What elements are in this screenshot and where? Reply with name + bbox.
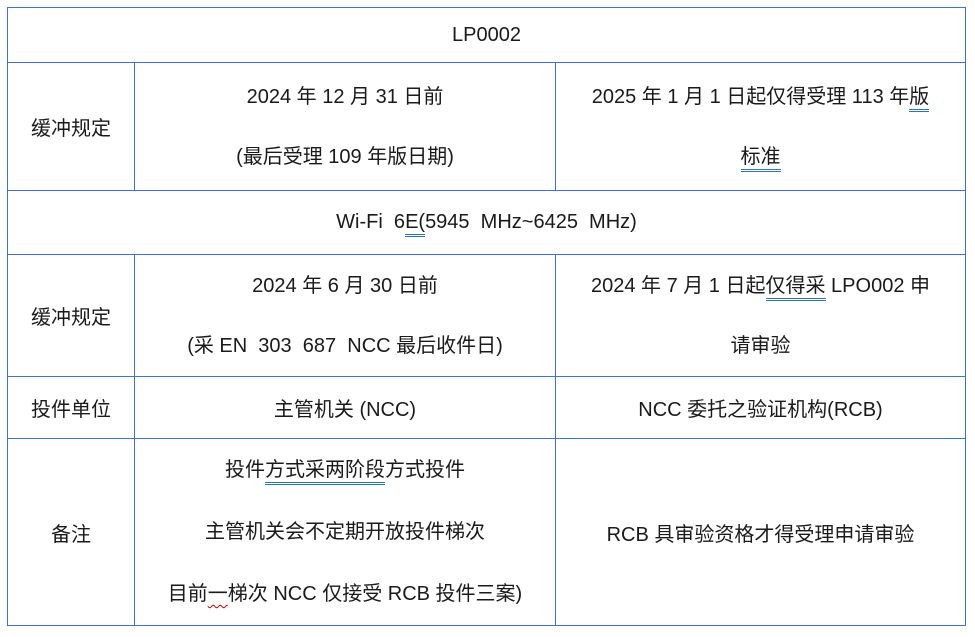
row-label-cell: 缓冲规定 <box>8 255 135 376</box>
spelling-marked-text: 一 <box>207 583 228 605</box>
table-row-buffer-109: 缓冲规定 2024 年 12 月 31 日前 (最后受理 109 年版日期) 2… <box>8 63 965 191</box>
row-label-cell: 缓冲规定 <box>8 63 135 190</box>
buffer-109-after-cell: 2025 年 1 月 1 日起仅得受理 113 年版 标准 <box>556 63 965 190</box>
wifi-title-suffix: 5945 MHz~6425 MHz) <box>425 211 637 233</box>
after-rule-line1: 2024 年 7 月 1 日起仅得采 LPO002 申 <box>591 256 930 316</box>
submission-unit-label: 投件单位 <box>31 399 111 421</box>
submission-unit-ncc-cell: 主管机关 (NCC) <box>135 377 556 438</box>
after-rule-text: 2025 年 1 月 1 日起仅得受理 113 年 <box>591 85 910 108</box>
remarks-line3: 目前一梯次 NCC 仅接受 RCB 投件三案) <box>168 563 522 625</box>
buffer-rule-label: 缓冲规定 <box>31 118 111 140</box>
deadline-note-text: (最后受理 109 年版日期) <box>236 145 454 168</box>
standard-code-title: LP0002 <box>452 23 521 46</box>
grammar-marked-text: 仅得采 <box>765 274 826 301</box>
deadline-note-text: (采 EN 303 687 NCC 最后收件日) <box>187 334 503 357</box>
table-row-wifi-header: Wi-Fi 6E(5945 MHz~6425 MHz) <box>8 191 965 255</box>
buffer-rule-label: 缓冲规定 <box>31 307 111 329</box>
deadline-date-text: 2024 年 6 月 30 日前 <box>252 274 438 297</box>
grammar-marked-text: 方式采两阶段 <box>265 459 385 485</box>
remarks-line1: 投件方式采两阶段方式投件 <box>225 439 465 501</box>
ncc-authority-text: 主管机关 (NCC) <box>273 399 417 421</box>
after-rule-line1: 2025 年 1 月 1 日起仅得受理 113 年版 <box>592 67 930 127</box>
table-row-title: LP0002 <box>8 8 965 63</box>
remarks-left-cell: 投件方式采两阶段方式投件 主管机关会不定期开放投件梯次 目前一梯次 NCC 仅接… <box>135 439 556 625</box>
remarks-line1-head: 投件 <box>225 459 265 481</box>
rcb-body-text: NCC 委托之验证机构(RCB) <box>638 399 883 421</box>
remarks-line3-tail: 梯次 NCC 仅接受 RCB 投件三案) <box>227 583 523 605</box>
remarks-right-cell: RCB 具审验资格才得受理申请审验 <box>556 439 965 625</box>
remarks-line3-head: 目前 <box>167 583 208 605</box>
row-label-cell: 投件单位 <box>8 377 135 438</box>
regulation-table: LP0002 缓冲规定 2024 年 12 月 31 日前 (最后受理 109 … <box>7 7 966 626</box>
grammar-marked-text: E( <box>405 211 426 237</box>
rcb-qualification-text: RCB 具审验资格才得受理申请审验 <box>606 523 915 546</box>
buffer-wifi-deadline-cell: 2024 年 6 月 30 日前 (采 EN 303 687 NCC 最后收件日… <box>135 255 556 376</box>
wifi-6e-band-title: Wi-Fi 6E(5945 MHz~6425 MHz) <box>336 211 637 237</box>
after-rule-line2: 请审验 <box>730 334 791 357</box>
buffer-109-deadline-cell: 2024 年 12 月 31 日前 (最后受理 109 年版日期) <box>135 63 556 190</box>
grammar-marked-text: 版 <box>909 85 930 112</box>
submission-unit-rcb-cell: NCC 委托之验证机构(RCB) <box>556 377 965 438</box>
grammar-marked-text: 标准 <box>740 145 781 172</box>
after-rule-line2: 标准 <box>740 127 781 187</box>
table-row-submission-unit: 投件单位 主管机关 (NCC) NCC 委托之验证机构(RCB) <box>8 377 965 439</box>
row-label-cell: 备注 <box>8 439 135 625</box>
remarks-line2: 主管机关会不定期开放投件梯次 <box>205 521 485 543</box>
wifi-header-cell: Wi-Fi 6E(5945 MHz~6425 MHz) <box>8 191 965 254</box>
after-rule-text: 2024 年 7 月 1 日起 <box>590 274 766 297</box>
title-cell: LP0002 <box>8 8 965 62</box>
deadline-date-text: 2024 年 12 月 31 日前 <box>246 85 444 108</box>
remarks-line1-tail: 方式投件 <box>385 459 465 481</box>
wifi-title-prefix: Wi-Fi 6 <box>336 211 406 233</box>
table-row-remarks: 备注 投件方式采两阶段方式投件 主管机关会不定期开放投件梯次 目前一梯次 NCC… <box>8 439 965 625</box>
remarks-label: 备注 <box>51 523 91 546</box>
buffer-wifi-after-cell: 2024 年 7 月 1 日起仅得采 LPO002 申 请审验 <box>556 255 965 376</box>
after-rule-tail: LPO002 申 <box>825 274 931 297</box>
table-row-buffer-wifi: 缓冲规定 2024 年 6 月 30 日前 (采 EN 303 687 NCC … <box>8 255 965 377</box>
